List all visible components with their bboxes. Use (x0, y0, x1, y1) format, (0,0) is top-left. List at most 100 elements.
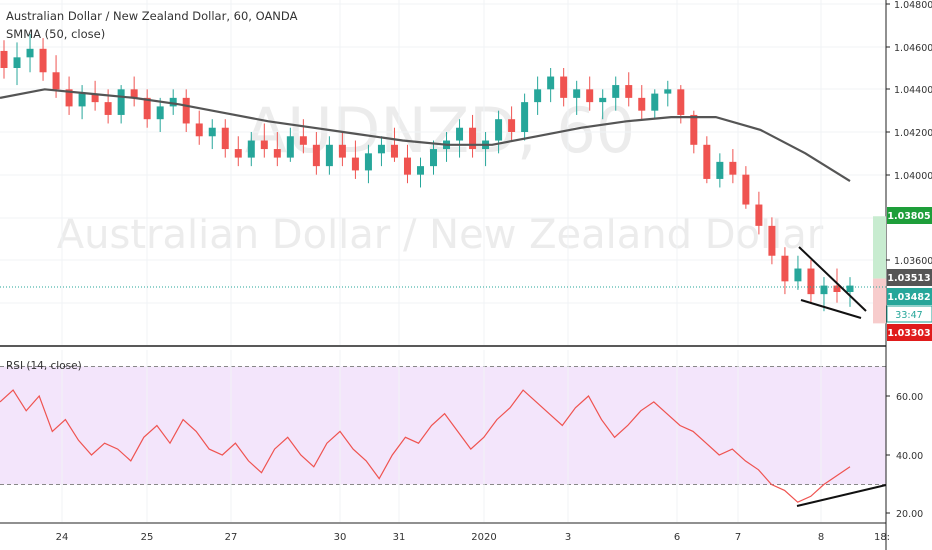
candle (182, 89, 190, 132)
candle (833, 268, 841, 303)
candle (39, 38, 47, 81)
stop-badge: 1.03303 (887, 324, 932, 341)
price-tick: 1.04000 (894, 171, 932, 182)
rsi-tick: 60.00 (896, 392, 923, 403)
last-close-badge: 1.03513 (887, 269, 932, 286)
candle (208, 119, 216, 150)
candle (286, 127, 294, 162)
candle (521, 93, 529, 141)
candle (169, 89, 177, 115)
candle (273, 132, 281, 167)
time-label: 8 (818, 532, 824, 543)
rsi-line (0, 389, 851, 503)
smma-legend: SMMA (50, close) (6, 27, 105, 41)
time-label: 31 (393, 532, 406, 543)
svg-text:1.03513: 1.03513 (887, 273, 930, 284)
candle (508, 106, 516, 141)
time-label: 3 (565, 532, 571, 543)
candle (364, 144, 372, 184)
candle (260, 123, 268, 158)
watermark-name: Australian Dollar / New Zealand Dollar (57, 212, 824, 258)
svg-text:1.03805: 1.03805 (887, 211, 930, 222)
candle (456, 119, 464, 158)
candle (664, 80, 672, 107)
candle (586, 76, 594, 111)
smma-line (0, 88, 851, 183)
candle (560, 68, 568, 107)
candle (26, 33, 34, 73)
candle (846, 277, 854, 307)
candle (768, 217, 776, 265)
symbol-title: Australian Dollar / New Zealand Dollar, … (6, 9, 298, 23)
candle (742, 166, 750, 209)
candle (430, 140, 438, 175)
rsi-tick: 20.00 (896, 509, 923, 520)
price-tick: 1.04800 (894, 0, 932, 11)
price-tick: 1.04600 (894, 43, 932, 54)
candle (143, 89, 151, 128)
candle (612, 76, 620, 111)
candle (547, 68, 555, 103)
candle (195, 110, 203, 145)
rsi-legend: RSI (14, close) (6, 360, 82, 372)
rsi-trendline[interactable] (796, 484, 887, 507)
target-zone (873, 216, 886, 279)
candle (716, 153, 724, 188)
current-price-badge: 1.03482 (887, 288, 932, 305)
falling-wedge-drawing[interactable] (798, 246, 867, 319)
candle (599, 89, 607, 120)
candle (403, 144, 411, 184)
wedge-lower-trendline[interactable] (800, 299, 862, 319)
candle (416, 157, 424, 188)
time-axis[interactable]: 24 25 27 30 31 2020 3 6 7 8 18: (56, 532, 890, 543)
time-label: 27 (225, 532, 238, 543)
candle (755, 191, 763, 235)
candle (781, 247, 789, 295)
candle (495, 110, 503, 154)
price-pane[interactable] (0, 0, 886, 345)
candle (91, 80, 99, 111)
candle (338, 132, 346, 167)
candle (390, 127, 398, 162)
time-label: 18: (874, 532, 890, 543)
candle (377, 136, 385, 167)
candle (534, 76, 542, 115)
time-label: 6 (674, 532, 680, 543)
candle (325, 136, 333, 175)
candle (820, 277, 828, 312)
candle (78, 85, 86, 120)
price-axis[interactable]: 1.04800 1.04600 1.04400 1.04200 1.04000 … (886, 0, 932, 267)
candle (651, 89, 659, 120)
candle (638, 85, 646, 120)
candle (299, 119, 307, 154)
candle (65, 76, 73, 115)
svg-text:33:47: 33:47 (895, 310, 922, 321)
candle (13, 42, 21, 86)
candle (794, 255, 802, 290)
candle (156, 97, 164, 132)
candle (221, 119, 229, 158)
candles (0, 33, 854, 312)
time-label: 2020 (471, 532, 496, 543)
price-tick: 1.03600 (894, 256, 932, 267)
candle (469, 114, 477, 158)
candle (234, 136, 242, 167)
candle (247, 132, 255, 167)
time-label: 24 (56, 532, 69, 543)
candle (117, 85, 125, 124)
candle (807, 260, 815, 303)
stop-zone (873, 278, 886, 324)
svg-text:1.03303: 1.03303 (887, 328, 930, 339)
candle (625, 72, 633, 107)
target-badge: 1.03805 (887, 207, 932, 224)
rsi-tick: 40.00 (896, 451, 923, 462)
rsi-axis[interactable]: 60.00 40.00 20.00 (886, 392, 923, 520)
position-tool[interactable] (873, 216, 886, 324)
wedge-upper-trendline[interactable] (798, 246, 867, 312)
candle (729, 149, 737, 184)
candle (703, 136, 711, 184)
rsi-pane[interactable] (0, 350, 886, 522)
time-label: 7 (735, 532, 741, 543)
candle (0, 40, 8, 79)
